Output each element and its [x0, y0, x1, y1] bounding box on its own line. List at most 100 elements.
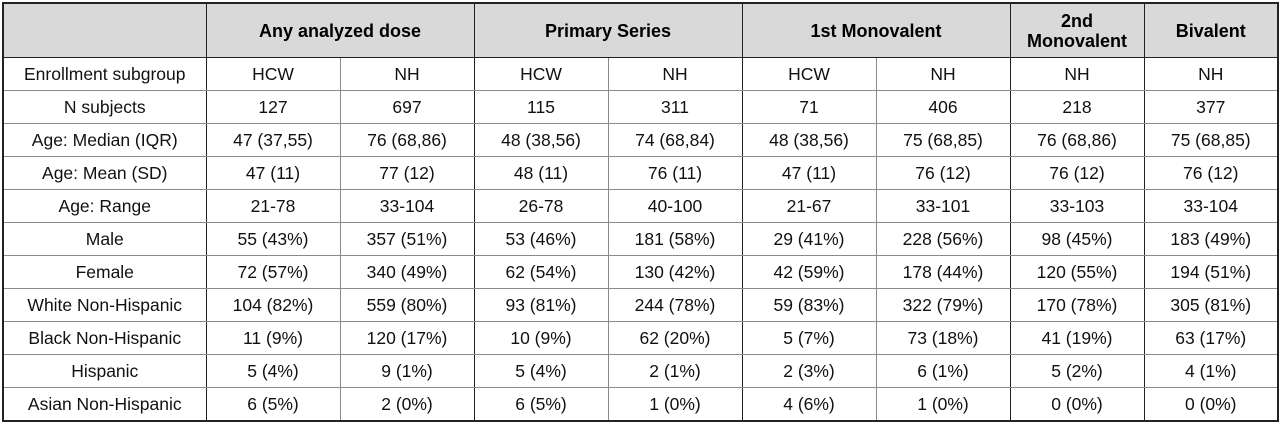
cell: 6 (5%) [473, 387, 609, 422]
cell: 11 (9%) [205, 321, 341, 355]
cell: 1 (0%) [875, 387, 1011, 422]
cell: 48 (38,56) [741, 123, 877, 157]
table-row: Enrollment subgroup HCW NH HCW NH HCW NH NH NH [2, 57, 1279, 91]
cell: NH [1009, 57, 1145, 91]
cell: 357 (51%) [339, 222, 475, 256]
cell: 33-103 [1009, 189, 1145, 223]
row-label: Female [2, 255, 207, 289]
cell: 244 (78%) [607, 288, 743, 322]
cell: 73 (18%) [875, 321, 1011, 355]
row-label: Black Non-Hispanic [2, 321, 207, 355]
table-row: Black Non-Hispanic 11 (9%) 120 (17%) 10 (9%… [2, 321, 1279, 355]
cell: 120 (17%) [339, 321, 475, 355]
cell: 76 (11) [607, 156, 743, 190]
cell: NH [1143, 57, 1279, 91]
cell: 2 (0%) [339, 387, 475, 422]
cell: 76 (68,86) [1009, 123, 1145, 157]
cell: 33-104 [1143, 189, 1279, 223]
corner-cell [2, 2, 207, 58]
cell: 48 (38,56) [473, 123, 609, 157]
cell: 194 (51%) [1143, 255, 1279, 289]
cell: HCW [473, 57, 609, 91]
cell: 29 (41%) [741, 222, 877, 256]
cell: 4 (6%) [741, 387, 877, 422]
table-row: Age: Range 21-78 33-104 26-78 40-100 21-67 33-… [2, 189, 1279, 223]
table-row: Asian Non-Hispanic 6 (5%) 2 (0%) 6 (5%) 1 (0… [2, 387, 1279, 422]
cell: 33-101 [875, 189, 1011, 223]
cell: 26-78 [473, 189, 609, 223]
cell: 6 (1%) [875, 354, 1011, 388]
cell: 10 (9%) [473, 321, 609, 355]
cell: 71 [741, 90, 877, 124]
cell: 228 (56%) [875, 222, 1011, 256]
cell: 63 (17%) [1143, 321, 1279, 355]
table-row: N subjects 127 697 115 311 71 406 218 377 [2, 90, 1279, 124]
cell: 115 [473, 90, 609, 124]
cell: 59 (83%) [741, 288, 877, 322]
cell: 42 (59%) [741, 255, 877, 289]
table-row: White Non-Hispanic 104 (82%) 559 (80%) 93 (… [2, 288, 1279, 322]
table-body: Enrollment subgroup HCW NH HCW NH HCW NH NH NH N … [2, 57, 1279, 422]
cell: 322 (79%) [875, 288, 1011, 322]
cell: 1 (0%) [607, 387, 743, 422]
cell: 76 (12) [875, 156, 1011, 190]
cell: 340 (49%) [339, 255, 475, 289]
cell: 76 (68,86) [339, 123, 475, 157]
cell: NH [339, 57, 475, 91]
row-label: White Non-Hispanic [2, 288, 207, 322]
table-row: Female 72 (57%) 340 (49%) 62 (54%) 130 (42%)… [2, 255, 1279, 289]
table-row: Age: Mean (SD) 47 (11) 77 (12) 48 (11) 76 (1… [2, 156, 1279, 190]
row-label: Age: Median (IQR) [2, 123, 207, 157]
cell: 559 (80%) [339, 288, 475, 322]
cell: 33-104 [339, 189, 475, 223]
cell: 5 (2%) [1009, 354, 1145, 388]
cell: 2 (3%) [741, 354, 877, 388]
cell: 178 (44%) [875, 255, 1011, 289]
cell: 181 (58%) [607, 222, 743, 256]
cell: 130 (42%) [607, 255, 743, 289]
table-row: Hispanic 5 (4%) 9 (1%) 5 (4%) 2 (1%) 2 (3%) 6 … [2, 354, 1279, 388]
header-row: Any analyzed dose Primary Series 1st Mon… [2, 2, 1279, 58]
cell: 21-67 [741, 189, 877, 223]
cell: 47 (11) [741, 156, 877, 190]
cell: 21-78 [205, 189, 341, 223]
cell: 170 (78%) [1009, 288, 1145, 322]
cell: 311 [607, 90, 743, 124]
cell: 47 (37,55) [205, 123, 341, 157]
cell: 5 (7%) [741, 321, 877, 355]
cell: HCW [205, 57, 341, 91]
cell: 697 [339, 90, 475, 124]
cell: 0 (0%) [1009, 387, 1145, 422]
cell: 98 (45%) [1009, 222, 1145, 256]
group-header: Bivalent [1143, 2, 1279, 58]
group-header: 2nd Monovalent [1009, 2, 1145, 58]
cell: 377 [1143, 90, 1279, 124]
cell: 5 (4%) [473, 354, 609, 388]
cell: 4 (1%) [1143, 354, 1279, 388]
cell: 127 [205, 90, 341, 124]
cell: 9 (1%) [339, 354, 475, 388]
cell: 93 (81%) [473, 288, 609, 322]
cell: 218 [1009, 90, 1145, 124]
cell: 62 (54%) [473, 255, 609, 289]
cell: 75 (68,85) [1143, 123, 1279, 157]
cell: HCW [741, 57, 877, 91]
cell: 76 (12) [1143, 156, 1279, 190]
cell: 77 (12) [339, 156, 475, 190]
cell: 74 (68,84) [607, 123, 743, 157]
row-label: Age: Range [2, 189, 207, 223]
cell: 55 (43%) [205, 222, 341, 256]
group-header: Any analyzed dose [205, 2, 475, 58]
cell: 5 (4%) [205, 354, 341, 388]
cell: 53 (46%) [473, 222, 609, 256]
cell: 2 (1%) [607, 354, 743, 388]
cell: NH [875, 57, 1011, 91]
row-label: N subjects [2, 90, 207, 124]
cell: 6 (5%) [205, 387, 341, 422]
cell: 183 (49%) [1143, 222, 1279, 256]
cell: 41 (19%) [1009, 321, 1145, 355]
group-header: 1st Monovalent [741, 2, 1011, 58]
group-header-text: 2nd Monovalent [1026, 10, 1127, 51]
cell: 76 (12) [1009, 156, 1145, 190]
